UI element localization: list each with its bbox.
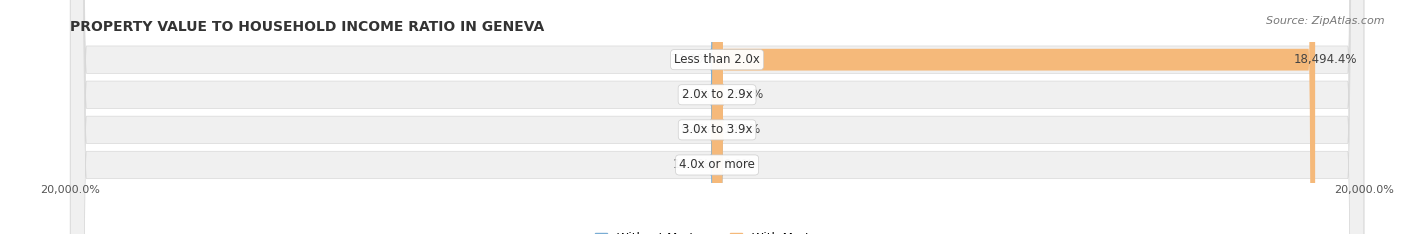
Text: 10.9%: 10.9% (724, 123, 761, 136)
FancyBboxPatch shape (710, 0, 721, 234)
Text: 15.2%: 15.2% (673, 158, 710, 172)
Text: Source: ZipAtlas.com: Source: ZipAtlas.com (1267, 16, 1385, 26)
FancyBboxPatch shape (710, 0, 724, 234)
Text: 9.4%: 9.4% (681, 123, 710, 136)
FancyBboxPatch shape (70, 0, 1364, 234)
FancyBboxPatch shape (717, 0, 1315, 234)
Text: PROPERTY VALUE TO HOUSEHOLD INCOME RATIO IN GENEVA: PROPERTY VALUE TO HOUSEHOLD INCOME RATIO… (70, 20, 544, 34)
FancyBboxPatch shape (70, 0, 1364, 234)
FancyBboxPatch shape (710, 0, 723, 234)
FancyBboxPatch shape (713, 0, 724, 234)
Text: 18,494.4%: 18,494.4% (1294, 53, 1357, 66)
Text: Less than 2.0x: Less than 2.0x (673, 53, 761, 66)
Text: 3.0x to 3.9x: 3.0x to 3.9x (682, 123, 752, 136)
Text: 66.3%: 66.3% (725, 88, 763, 101)
Text: 4.0x or more: 4.0x or more (679, 158, 755, 172)
Text: 71.1%: 71.1% (671, 53, 709, 66)
Text: 4.3%: 4.3% (681, 88, 710, 101)
Legend: Without Mortgage, With Mortgage: Without Mortgage, With Mortgage (591, 227, 844, 234)
FancyBboxPatch shape (710, 0, 723, 234)
FancyBboxPatch shape (70, 0, 1364, 234)
Text: 2.0x to 2.9x: 2.0x to 2.9x (682, 88, 752, 101)
FancyBboxPatch shape (70, 0, 1364, 234)
FancyBboxPatch shape (711, 0, 724, 234)
Text: 0.0%: 0.0% (724, 158, 754, 172)
